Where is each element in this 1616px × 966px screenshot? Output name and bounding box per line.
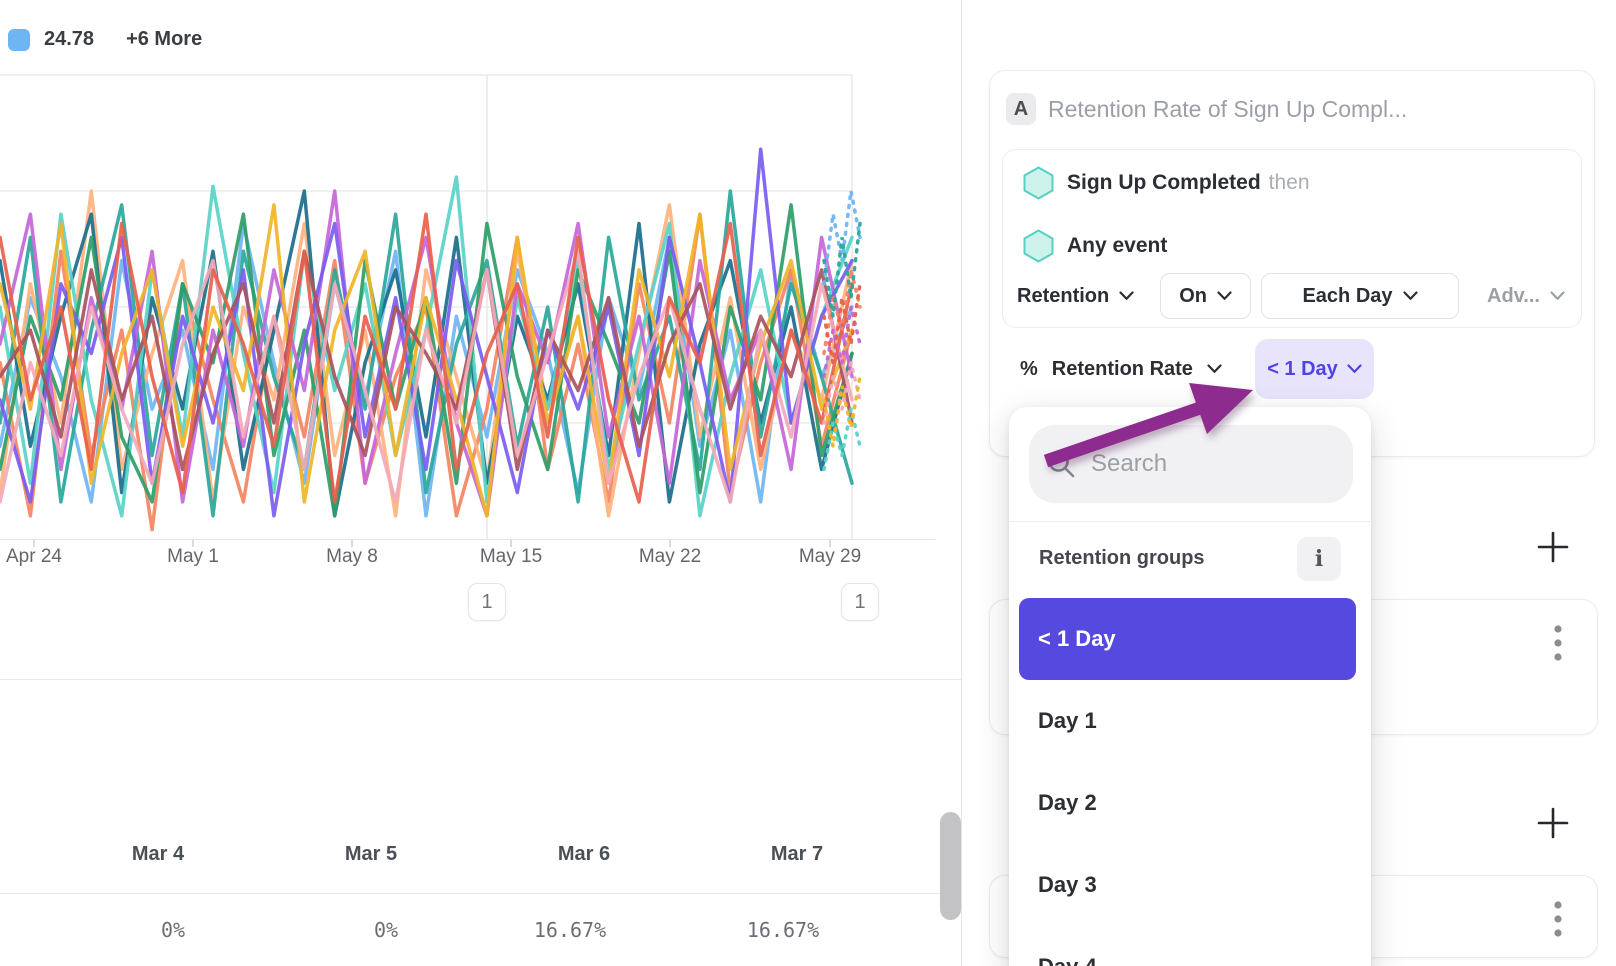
table-column-header[interactable]: Mar 5: [344, 843, 398, 865]
query-builder-panel: A Retention Rate of Sign Up Compl... Sig…: [961, 0, 1616, 966]
x-axis-tick-label: May 29: [798, 546, 862, 567]
x-axis-line: [0, 539, 935, 540]
chart-legend: 24.78 +6 More: [8, 28, 202, 51]
chart-series-line[interactable]: [0, 212, 854, 504]
metric-prefix: %: [1020, 357, 1038, 380]
metric-dropdown[interactable]: % Retention Rate: [1020, 339, 1222, 399]
each-day-dropdown-button[interactable]: Each Day: [1261, 273, 1459, 319]
event-row-2[interactable]: Any event: [1023, 229, 1167, 263]
legend-series-label[interactable]: 24.78: [44, 28, 95, 50]
x-axis-tick-label: Apr 24: [6, 546, 62, 567]
event-hexagon-icon: [1023, 229, 1054, 263]
chart-series-line[interactable]: [0, 203, 854, 518]
table-cell-value: 0%: [373, 918, 399, 942]
dropdown-option-selected[interactable]: < 1 Day: [1019, 598, 1356, 680]
table-cell-value: 16.67%: [746, 918, 820, 942]
annotation-count-badge[interactable]: 1: [468, 583, 506, 621]
legend-swatch: [8, 28, 30, 51]
retention-group-options: < 1 Day Day 1 Day 2 Day 3 Day 4: [1009, 598, 1371, 966]
search-icon: [1048, 451, 1075, 478]
x-axis-tick-label: May 15: [479, 546, 543, 567]
retention-mode-label: Retention: [1017, 284, 1110, 307]
chart-series-dotted-tail: [822, 269, 862, 356]
add-card-button[interactable]: [1536, 530, 1570, 564]
card-title[interactable]: Retention Rate of Sign Up Compl...: [1048, 96, 1408, 122]
chevron-down-icon: [1119, 291, 1134, 300]
advanced-dropdown[interactable]: Adv...: [1487, 285, 1565, 308]
chevron-down-icon: [1402, 291, 1418, 300]
kebab-menu-icon[interactable]: [1550, 624, 1566, 662]
each-day-label: Each Day: [1302, 284, 1393, 307]
add-card-button[interactable]: [1536, 806, 1570, 840]
kebab-menu-icon[interactable]: [1550, 900, 1566, 938]
chart-panel: 24.78 +6 More Apr 24 May 1 May 8 May 15 May …: [0, 28, 961, 942]
plus-icon: [1537, 531, 1569, 563]
chart-series-dotted-tail: [822, 282, 862, 364]
annotation-count-badge[interactable]: 1: [841, 583, 879, 621]
table-cell-value: 16.67%: [533, 918, 607, 942]
chart-series-dotted-tail: [822, 408, 862, 472]
retention-group-chip[interactable]: < 1 Day: [1255, 339, 1374, 399]
event-row-1[interactable]: Sign Up Completed then: [1023, 166, 1310, 200]
event-1-suffix: then: [1268, 171, 1310, 194]
chevron-down-icon: [1347, 364, 1362, 373]
table-column-header[interactable]: Mar 4: [131, 843, 185, 865]
table-column-header[interactable]: Mar 6: [557, 843, 611, 865]
chart-series-dotted-tail: [822, 190, 862, 286]
event-1-name[interactable]: Sign Up Completed: [1067, 171, 1261, 194]
retention-group-value: < 1 Day: [1267, 357, 1338, 380]
section-divider: [0, 679, 961, 680]
on-dropdown-button[interactable]: On: [1160, 273, 1251, 319]
x-axis-tick-label: May 1: [167, 546, 219, 567]
chevron-down-icon: [1207, 364, 1222, 373]
on-label: On: [1179, 284, 1207, 307]
retention-group-dropdown: Retention groups i < 1 Day Day 1 Day 2 Day …: [1009, 407, 1371, 966]
legend-more-label[interactable]: +6 More: [126, 28, 203, 50]
dropdown-option[interactable]: Day 1: [1038, 708, 1097, 733]
plus-icon: [1537, 807, 1569, 839]
table-column-header[interactable]: Mar 7: [770, 843, 824, 865]
dropdown-search[interactable]: [1029, 425, 1353, 503]
event-definition-card: Sign Up Completed then Any event Retentio…: [1002, 149, 1582, 328]
chart-series-dotted-tail: [822, 374, 862, 447]
event-card-a: A Retention Rate of Sign Up Compl... Sig…: [989, 70, 1595, 457]
chart-series-line[interactable]: [0, 189, 854, 518]
chevron-down-icon: [1217, 291, 1232, 300]
event-hexagon-icon: [1023, 166, 1054, 200]
event-2-name[interactable]: Any event: [1067, 234, 1168, 257]
chart-series-line[interactable]: [0, 249, 854, 504]
chevron-down-icon: [1550, 291, 1565, 300]
table-cell-value: 0%: [160, 918, 186, 942]
dropdown-option[interactable]: Day 3: [1038, 872, 1097, 897]
chart-series-dotted-tail: [822, 362, 862, 425]
chart-series-dotted-tail: [822, 306, 862, 379]
retention-chart[interactable]: [0, 60, 862, 560]
table-divider: [0, 893, 940, 894]
dropdown-divider: [1009, 521, 1371, 522]
chart-series-line[interactable]: [0, 147, 854, 518]
vertical-scrollbar[interactable]: [940, 812, 961, 920]
info-icon[interactable]: i: [1297, 537, 1341, 581]
retention-mode-dropdown[interactable]: Retention: [1017, 285, 1134, 308]
chart-series-dotted-tail: [822, 221, 862, 317]
retention-controls-row: Retention On Each Day Adv...: [1017, 273, 1565, 319]
x-axis-tick-label: May 8: [326, 546, 378, 567]
search-input[interactable]: [1089, 449, 1333, 479]
chart-series-line[interactable]: [0, 249, 854, 472]
retention-groups-section: Retention groups i: [1009, 537, 1371, 583]
advanced-label: Adv...: [1487, 284, 1540, 307]
metric-label: Retention Rate: [1051, 357, 1193, 380]
card-letter-badge: A: [1006, 93, 1036, 125]
dropdown-option[interactable]: Day 4: [1009, 926, 1371, 966]
x-axis-tick-label: May 22: [638, 546, 702, 567]
dropdown-option[interactable]: Day 2: [1038, 790, 1097, 815]
retention-groups-label: Retention groups: [1039, 547, 1205, 569]
